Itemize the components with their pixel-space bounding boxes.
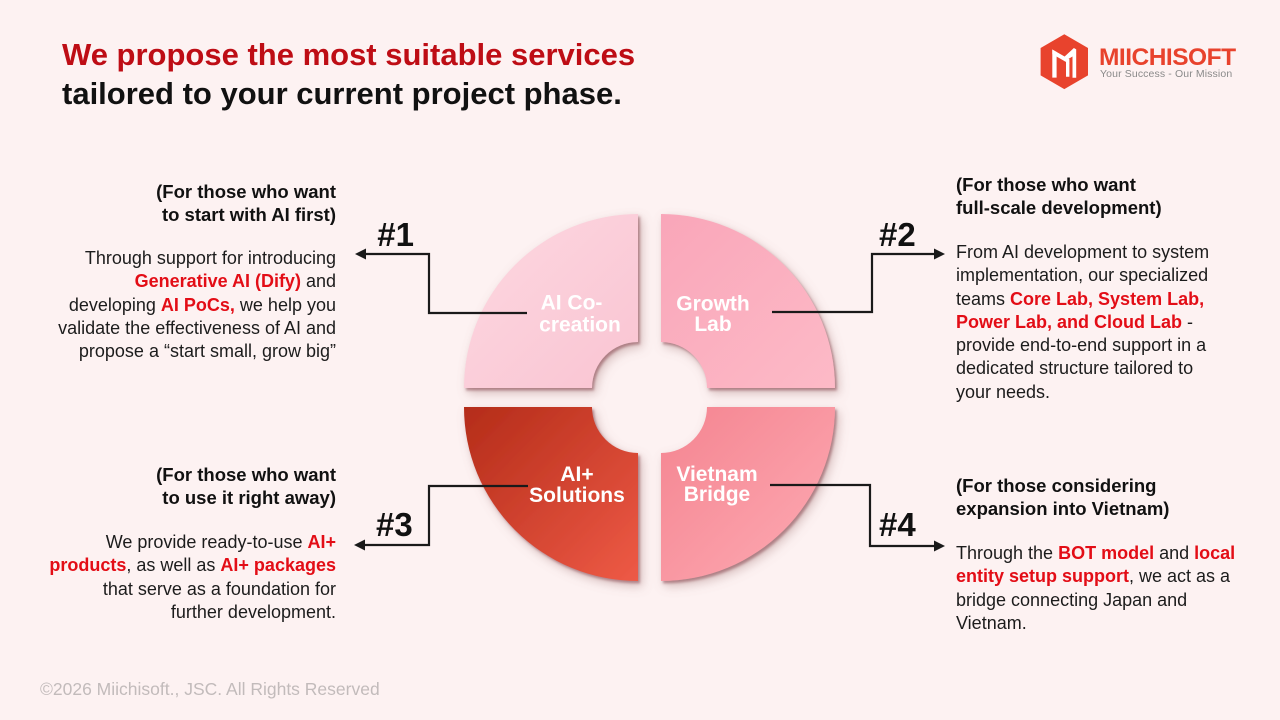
svg-text:Solutions: Solutions <box>529 484 625 507</box>
svg-text:creation: creation <box>539 314 621 337</box>
svg-text:Bridge: Bridge <box>684 483 751 506</box>
svg-text:Growth: Growth <box>676 293 750 316</box>
svg-text:AI Co-: AI Co- <box>541 292 603 315</box>
svg-text:Lab: Lab <box>694 313 731 336</box>
svg-text:AI+: AI+ <box>560 463 593 486</box>
svg-text:Vietnam: Vietnam <box>676 463 757 486</box>
